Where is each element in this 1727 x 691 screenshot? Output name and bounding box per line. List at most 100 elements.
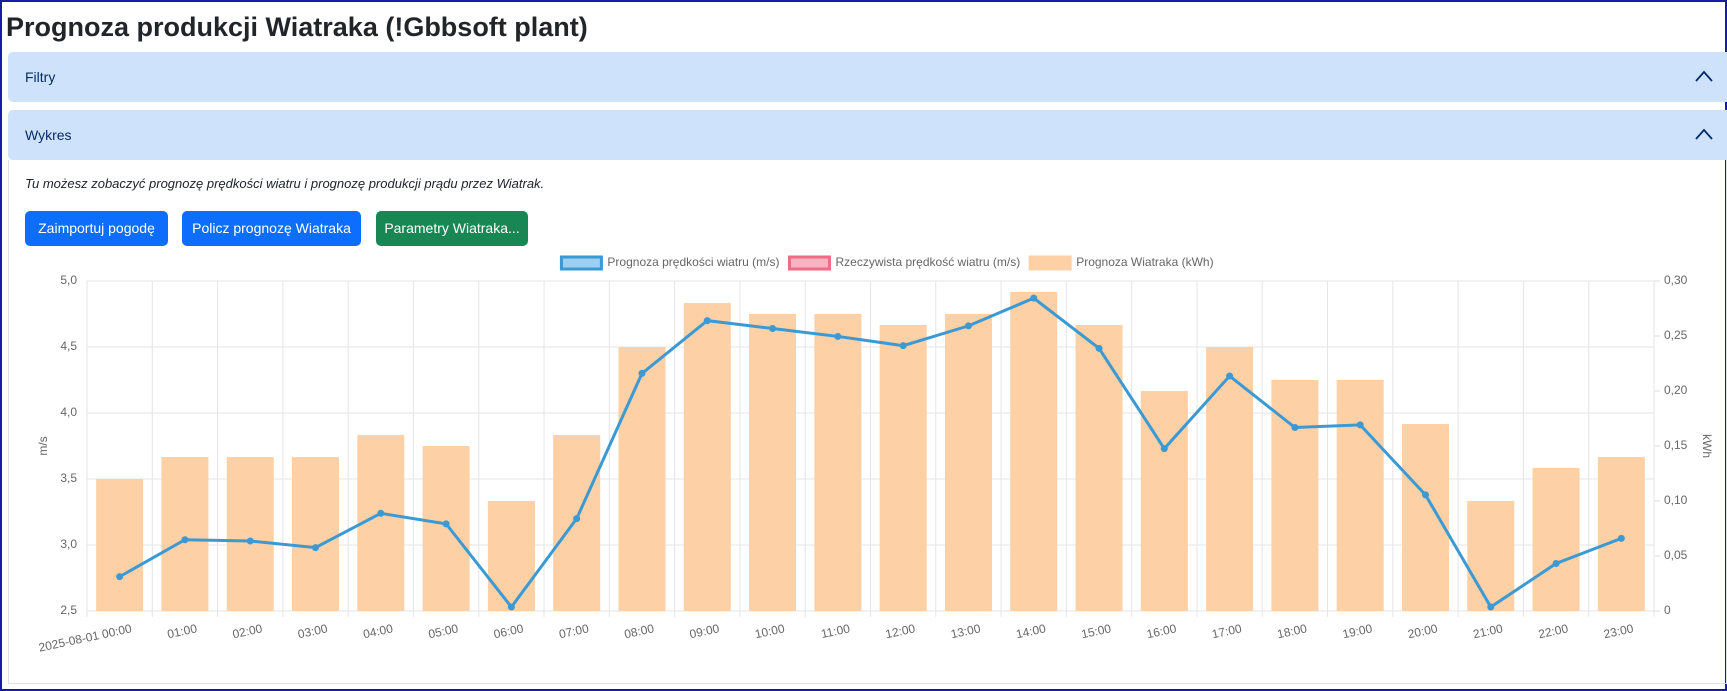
legend: Prognoza prędkości wiatru (m/s) Rzeczywis… xyxy=(559,255,1214,271)
y-tick-label: 5,0 xyxy=(60,273,77,287)
bar xyxy=(487,501,535,611)
point xyxy=(1552,559,1560,567)
x-tick-label: 23:00 xyxy=(1602,621,1635,641)
button[interactable]: Parametry Wiatraka... xyxy=(376,211,528,246)
y-axis-label: m/s xyxy=(36,436,50,455)
bar xyxy=(1075,325,1123,611)
point xyxy=(246,537,254,545)
bar xyxy=(1140,391,1188,611)
point xyxy=(1095,344,1103,352)
y-tick-label: 3,5 xyxy=(60,471,77,485)
point xyxy=(1617,534,1625,542)
point xyxy=(834,332,842,340)
bar xyxy=(1271,380,1319,611)
accordion-label: Filtry xyxy=(25,69,56,85)
y2-tick-label: 0 xyxy=(1664,603,1671,617)
bar xyxy=(1532,468,1580,611)
point xyxy=(116,573,124,581)
x-tick-label: 06:00 xyxy=(492,621,525,641)
legend-swatch xyxy=(1028,255,1072,271)
legend-swatch xyxy=(787,255,831,271)
page-title: Prognoza produkcji Wiatraka (!Gbbsoft pl… xyxy=(6,12,588,42)
legend-swatch xyxy=(559,255,603,271)
point xyxy=(312,544,320,552)
bar xyxy=(96,479,144,611)
point xyxy=(1291,424,1299,432)
bar xyxy=(1206,347,1254,611)
y-tick-label: 2,5 xyxy=(60,603,77,617)
x-tick-label: 20:00 xyxy=(1406,621,1439,641)
point xyxy=(181,536,189,544)
bar xyxy=(1010,292,1058,611)
line xyxy=(118,296,1622,610)
bar xyxy=(226,457,274,611)
point xyxy=(1421,491,1429,499)
bar xyxy=(944,314,992,611)
bar xyxy=(1401,424,1449,611)
x-tick-label: 02:00 xyxy=(231,621,264,641)
bar xyxy=(879,325,927,611)
point xyxy=(507,603,515,611)
point xyxy=(1160,445,1168,453)
description: Tu możesz zobaczyć prognozę prędkości wi… xyxy=(25,176,545,191)
point xyxy=(964,322,972,330)
x-tick-label: 21:00 xyxy=(1472,621,1505,641)
button[interactable]: Zaimportuj pogodę xyxy=(25,211,168,246)
y2-tick-label: 0,05 xyxy=(1664,548,1688,562)
bar xyxy=(618,347,666,611)
point xyxy=(899,342,907,350)
point xyxy=(1030,294,1038,302)
x-tick-label: 2025-08-01 00:00 xyxy=(37,621,133,654)
point xyxy=(377,509,385,517)
x-tick-label: 15:00 xyxy=(1080,621,1113,641)
accordion-header[interactable]: Filtry xyxy=(8,52,1727,102)
bar xyxy=(1597,457,1645,611)
y2-tick-label: 0,20 xyxy=(1664,383,1688,397)
x-tick-label: 09:00 xyxy=(688,621,721,641)
bar xyxy=(683,303,731,611)
point xyxy=(1226,372,1234,380)
y-tick-label: 3,0 xyxy=(60,537,77,551)
bar xyxy=(749,314,797,611)
bar xyxy=(161,457,209,611)
legend-label: Prognoza prędkości wiatru (m/s) xyxy=(607,255,779,269)
point xyxy=(1356,421,1364,429)
x-tick-label: 16:00 xyxy=(1145,621,1178,641)
x-tick-label: 05:00 xyxy=(427,621,460,641)
bar xyxy=(292,457,340,611)
bar xyxy=(422,446,470,611)
x-tick-label: 14:00 xyxy=(1015,621,1048,641)
y-tick-label: 4,5 xyxy=(60,339,77,353)
chart: 2,5 3,0 3,5 4,0 4,5 5,0 0 0,05 0,10 0,15 0,20 0,25 0… xyxy=(36,255,1714,655)
x-tick-label: 04:00 xyxy=(362,621,395,641)
chevron xyxy=(1695,70,1713,82)
x-tick-label: 11:00 xyxy=(820,621,852,641)
point xyxy=(1487,603,1495,611)
x-tick-label: 10:00 xyxy=(754,621,787,641)
x-tick-label: 19:00 xyxy=(1341,621,1374,641)
chevron xyxy=(1695,128,1713,140)
x-tick-label: 18:00 xyxy=(1276,621,1309,641)
point xyxy=(638,369,646,377)
point xyxy=(442,520,450,528)
bar xyxy=(553,435,601,611)
x-tick-label: 17:00 xyxy=(1211,621,1244,641)
x-tick-label: 12:00 xyxy=(884,621,917,641)
x-tick-label: 08:00 xyxy=(623,621,656,641)
y2-tick-label: 0,10 xyxy=(1664,493,1688,507)
y2-tick-label: 0,15 xyxy=(1664,438,1688,452)
x-tick-label: 13:00 xyxy=(949,621,982,641)
x-tick-label: 01:00 xyxy=(166,621,199,641)
button[interactable]: Policz prognozę Wiatraka xyxy=(182,211,361,246)
legend-label: Prognoza Wiatraka (kWh) xyxy=(1076,255,1213,269)
point xyxy=(573,515,581,523)
y2-tick-label: 0,25 xyxy=(1664,328,1688,342)
accordion-header[interactable]: Wykres xyxy=(8,110,1727,160)
y-tick-label: 4,0 xyxy=(60,405,77,419)
point xyxy=(703,317,711,325)
y2-axis-label: kWh xyxy=(1700,434,1714,458)
bar xyxy=(1336,380,1384,611)
accordion-label: Wykres xyxy=(25,127,72,143)
